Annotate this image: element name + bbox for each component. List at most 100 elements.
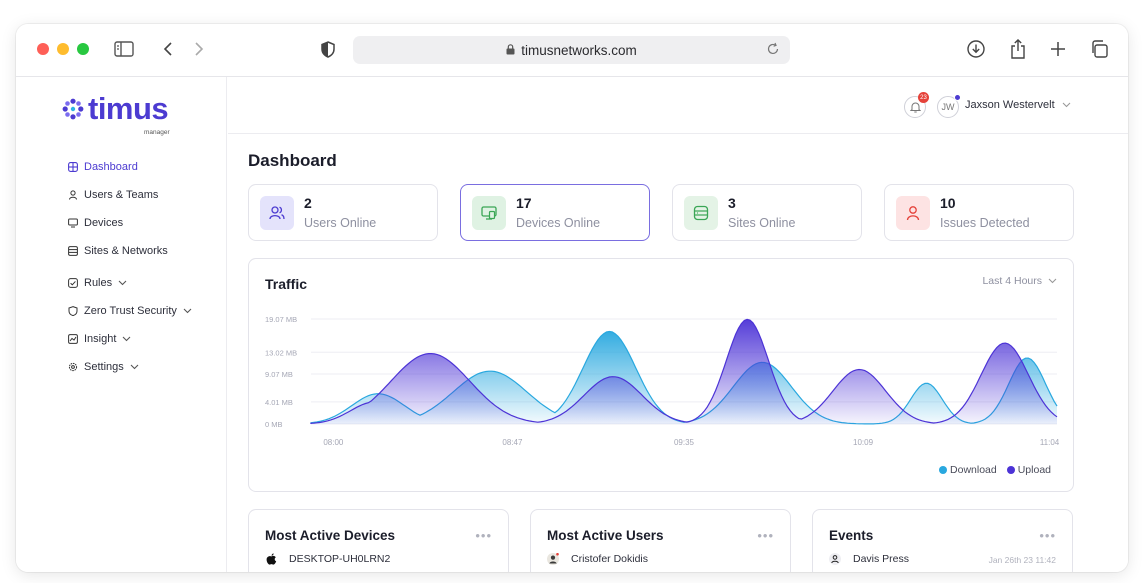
stat-card-users[interactable]: 2 Users Online	[248, 184, 438, 241]
x-tick-label: 09:35	[674, 438, 695, 447]
logo-mark-icon	[62, 98, 84, 119]
alert-user-icon	[896, 196, 930, 230]
sidebar-item-label: Sites & Networks	[84, 245, 168, 257]
y-tick-label: 0 MB	[265, 420, 283, 429]
user-icon	[68, 190, 78, 200]
sidebar-item-label: Zero Trust Security	[84, 305, 177, 317]
more-options-icon[interactable]: •••	[475, 528, 492, 543]
stat-card-issues[interactable]: 10 Issues Detected	[884, 184, 1074, 241]
events-panel: Events ••• Davis Press Jan 26th 23 11:42	[812, 509, 1073, 572]
series-area-upload	[311, 319, 1057, 424]
downloads-icon[interactable]	[965, 38, 987, 60]
reload-icon[interactable]	[766, 42, 780, 59]
new-tab-icon[interactable]	[1047, 38, 1069, 60]
chart-legend: Download Upload	[929, 464, 1051, 476]
tab-overview-icon[interactable]	[1088, 38, 1110, 60]
more-options-icon[interactable]: •••	[1039, 528, 1056, 543]
sidebar-item-dashboard[interactable]: Dashboard	[68, 153, 192, 181]
stat-value: 3	[728, 195, 736, 211]
sidebar-item-label: Rules	[84, 277, 113, 289]
y-tick-label: 9.07 MB	[265, 370, 293, 379]
user-menu[interactable]: Jaxson Westervelt	[965, 99, 1071, 111]
panel-title: Most Active Devices	[265, 528, 396, 543]
list-item[interactable]: Cristofer Dokidis	[547, 553, 648, 565]
back-icon[interactable]	[157, 38, 179, 60]
privacy-shield-icon[interactable]	[317, 38, 339, 60]
list-item[interactable]: DESKTOP-UH0LRN2	[265, 553, 390, 565]
row-label: DESKTOP-UH0LRN2	[289, 553, 391, 565]
shield-icon	[68, 306, 78, 316]
time-range-select[interactable]: Last 4 Hours	[982, 275, 1057, 287]
devices-icon	[472, 196, 506, 230]
page-title: Dashboard	[248, 151, 337, 170]
legend-dot	[1006, 466, 1015, 474]
gear-icon	[68, 362, 78, 372]
stat-label: Issues Detected	[940, 216, 1030, 230]
panel-title: Most Active Users	[547, 528, 664, 543]
legend-dot	[939, 466, 948, 474]
sidebar-item-label: Settings	[84, 361, 124, 373]
legend-label: Download	[950, 464, 997, 476]
users-icon	[260, 196, 294, 230]
stat-value: 10	[940, 195, 956, 211]
chevron-down-icon	[1048, 275, 1057, 287]
forward-icon[interactable]	[188, 38, 210, 60]
device-icon	[68, 218, 78, 228]
more-options-icon[interactable]: •••	[757, 528, 774, 543]
sidebar-item-settings[interactable]: Settings	[68, 353, 192, 381]
avatar[interactable]: JW	[937, 94, 961, 118]
sidebar-toggle-icon[interactable]	[113, 38, 135, 60]
chevron-down-icon	[183, 308, 192, 314]
sidebar-item-insight[interactable]: Insight	[68, 325, 192, 353]
sidebar-item-sites-networks[interactable]: Sites & Networks	[68, 237, 192, 265]
sidebar: timus manager Dashboard Users & Teams De…	[16, 77, 227, 572]
most-active-users-panel: Most Active Users ••• Cristofer Dokidis	[530, 509, 791, 572]
close-window-button[interactable]	[37, 43, 49, 55]
apple-icon	[265, 553, 277, 565]
series-line-upload	[310, 318, 1058, 424]
sidebar-item-label: Insight	[84, 333, 117, 345]
legend-item-upload[interactable]: Upload	[1006, 464, 1051, 476]
sidebar-item-zero-trust[interactable]: Zero Trust Security	[68, 297, 192, 325]
sidebar-item-label: Dashboard	[84, 161, 138, 173]
top-bar: 23 JW Jaxson Westervelt	[228, 77, 1128, 134]
series-area-download	[311, 331, 1057, 424]
chevron-down-icon	[122, 336, 131, 342]
y-tick-label: 13.02 MB	[265, 348, 297, 357]
sidebar-item-rules[interactable]: Rules	[68, 269, 192, 297]
time-range-value: Last 4 Hours	[982, 275, 1042, 287]
server-icon	[68, 246, 78, 256]
sidebar-item-label: Devices	[84, 217, 124, 229]
user-icon	[829, 553, 841, 565]
sidebar-item-devices[interactable]: Devices	[68, 209, 192, 237]
y-tick-label: 19.07 MB	[265, 315, 297, 324]
share-icon[interactable]	[1007, 38, 1029, 60]
notifications-button[interactable]: 23	[904, 92, 929, 118]
panel-title: Events	[829, 528, 874, 543]
main-content: 23 JW Jaxson Westervelt Dashboard 2 User…	[228, 77, 1128, 572]
stat-label: Users Online	[304, 216, 377, 230]
address-bar[interactable]: timusnetworks.com	[353, 36, 790, 64]
chevron-down-icon	[118, 280, 127, 286]
chevron-down-icon	[130, 364, 139, 370]
maximize-window-button[interactable]	[77, 43, 89, 55]
chevron-down-icon	[1062, 99, 1071, 111]
timus-logo[interactable]: timus manager	[62, 93, 170, 136]
browser-window: timusnetworks.com	[16, 24, 1128, 572]
stat-value: 17	[516, 195, 532, 211]
logo-subtitle: manager	[144, 129, 170, 136]
list-item[interactable]: Davis Press	[829, 553, 909, 565]
sidebar-item-users-teams[interactable]: Users & Teams	[68, 181, 192, 209]
dashboard-icon	[68, 162, 78, 172]
legend-item-download[interactable]: Download	[939, 464, 997, 476]
stat-card-devices[interactable]: 17 Devices Online	[460, 184, 650, 241]
avatar-initials: JW	[941, 102, 955, 112]
row-label: Davis Press	[853, 553, 910, 565]
user-name: Jaxson Westervelt	[965, 99, 1055, 111]
event-timestamp: Jan 26th 23 11:42	[988, 555, 1056, 565]
avatar	[547, 553, 559, 565]
traffic-chart: 19.07 MB 13.02 MB 9.07 MB 4.01 MB 0 MB 08:00 0…	[265, 315, 1060, 447]
stat-card-sites[interactable]: 3 Sites Online	[672, 184, 862, 241]
minimize-window-button[interactable]	[57, 43, 69, 55]
bell-icon	[909, 102, 921, 113]
